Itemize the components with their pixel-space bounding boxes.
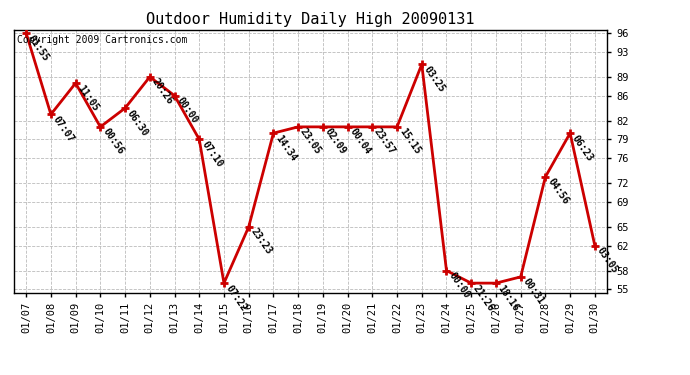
Text: 20:26: 20:26: [150, 77, 175, 106]
Text: 23:23: 23:23: [248, 227, 274, 256]
Text: 14:34: 14:34: [273, 133, 299, 163]
Title: Outdoor Humidity Daily High 20090131: Outdoor Humidity Daily High 20090131: [146, 12, 475, 27]
Text: 00:04: 00:04: [348, 127, 373, 157]
Text: Copyright 2009 Cartronics.com: Copyright 2009 Cartronics.com: [17, 35, 187, 45]
Text: 21:26: 21:26: [471, 283, 496, 313]
Text: 00:00: 00:00: [175, 96, 199, 125]
Text: 00:56: 00:56: [100, 127, 126, 157]
Text: 07:22: 07:22: [224, 283, 249, 313]
Text: 23:57: 23:57: [373, 127, 397, 157]
Text: 01:55: 01:55: [26, 33, 51, 63]
Text: 23:05: 23:05: [298, 127, 323, 157]
Text: 03:05: 03:05: [595, 246, 620, 275]
Text: 15:15: 15:15: [397, 127, 422, 157]
Text: 02:09: 02:09: [323, 127, 348, 157]
Text: 07:07: 07:07: [51, 114, 76, 144]
Text: 00:31: 00:31: [521, 277, 546, 307]
Text: 18:16: 18:16: [496, 283, 521, 313]
Text: 07:10: 07:10: [199, 140, 224, 169]
Text: 11:05: 11:05: [76, 83, 101, 113]
Text: 03:25: 03:25: [422, 64, 447, 94]
Text: 06:30: 06:30: [125, 108, 150, 138]
Text: 06:23: 06:23: [570, 133, 595, 163]
Text: 00:00: 00:00: [446, 271, 471, 300]
Text: 04:56: 04:56: [545, 177, 571, 207]
